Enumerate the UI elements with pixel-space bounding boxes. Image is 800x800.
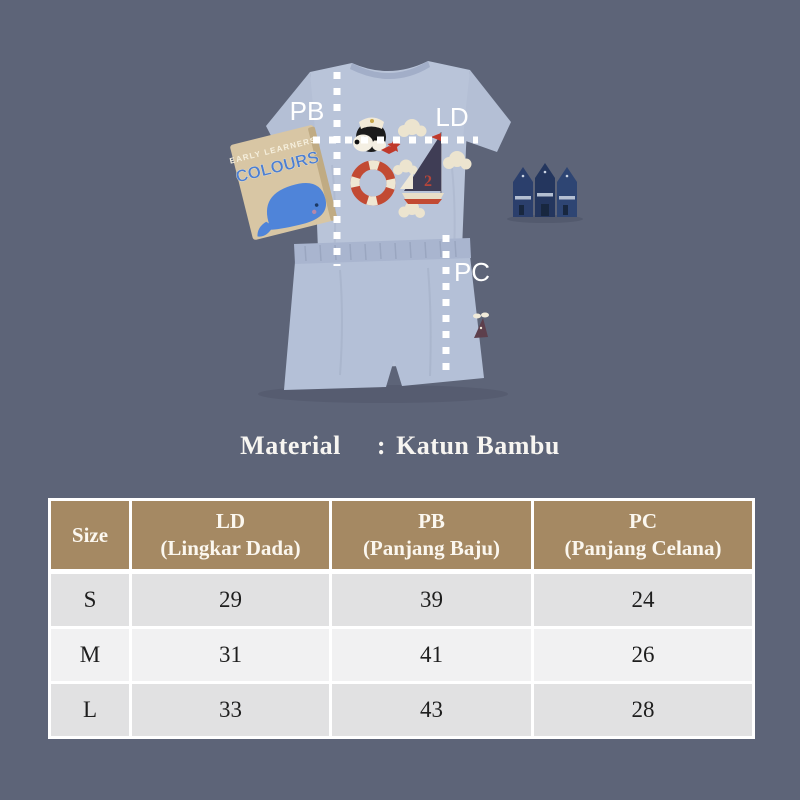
sailboat-icon: 2 bbox=[400, 132, 444, 204]
table-row-l: L 33 43 28 bbox=[48, 681, 755, 739]
col-header-ld: LD (Lingkar Dada) bbox=[129, 498, 332, 574]
shorts-image bbox=[284, 238, 489, 390]
tshirt-collar bbox=[350, 61, 430, 80]
col-header-pc-abbr: PC bbox=[629, 509, 657, 533]
material-value: Katun Bambu bbox=[396, 431, 560, 460]
col-header-pc-full: (Panjang Celana) bbox=[564, 536, 722, 560]
ld-label: LD bbox=[435, 102, 468, 132]
col-header-pb-full: (Panjang Baju) bbox=[362, 536, 501, 560]
col-header-pb-abbr: PB bbox=[418, 509, 445, 533]
cell-pb-m: 41 bbox=[329, 626, 534, 684]
material-colon: : bbox=[376, 431, 387, 460]
bow-starfish-icons bbox=[381, 139, 401, 154]
col-header-pb: PB (Panjang Baju) bbox=[329, 498, 534, 574]
miniature-houses-icon bbox=[513, 163, 577, 217]
col-header-ld-full: (Lingkar Dada) bbox=[160, 536, 301, 560]
col-header-size-abbr: Size bbox=[71, 522, 109, 547]
material-line: Material : Katun Bambu bbox=[0, 428, 800, 464]
life-ring-icon bbox=[350, 160, 396, 206]
cell-ld-m: 31 bbox=[129, 626, 332, 684]
cell-pc-s: 24 bbox=[531, 570, 755, 629]
sailor-dog-icon bbox=[353, 117, 386, 152]
cloud-icons bbox=[393, 119, 472, 218]
table-row-s: S 29 39 24 bbox=[48, 570, 755, 629]
col-header-pc: PC (Panjang Celana) bbox=[531, 498, 755, 574]
cell-pc-l: 28 bbox=[531, 681, 755, 739]
table-row-m: M 31 41 26 bbox=[48, 626, 755, 684]
cell-ld-l: 33 bbox=[129, 681, 332, 739]
pb-label: PB bbox=[290, 96, 325, 126]
cell-size-m: M bbox=[48, 626, 132, 684]
product-photo: 2 bbox=[228, 61, 583, 403]
whale-icon bbox=[257, 183, 327, 237]
col-header-ld-abbr: LD bbox=[215, 509, 246, 533]
measurement-guides bbox=[313, 72, 478, 370]
cell-size-l: L bbox=[48, 681, 132, 739]
material-label: Material bbox=[240, 431, 341, 460]
col-header-size: Size bbox=[48, 498, 132, 574]
shorts-embroidery-icon bbox=[473, 312, 489, 338]
cell-size-s: S bbox=[48, 570, 132, 629]
clothes-shadow bbox=[258, 385, 508, 403]
pc-label: PC bbox=[454, 257, 490, 287]
waistband-gathers bbox=[304, 240, 457, 262]
size-table: Size LD (Lingkar Dada) PB (Panjang Baju)… bbox=[48, 498, 755, 739]
size-table-header: Size LD (Lingkar Dada) PB (Panjang Baju)… bbox=[48, 498, 755, 574]
tshirt-print: 2 bbox=[350, 117, 472, 218]
cell-pb-s: 39 bbox=[329, 570, 534, 629]
cell-pb-l: 43 bbox=[329, 681, 534, 739]
cell-pc-m: 26 bbox=[531, 626, 755, 684]
colours-book: EARLY LEARNERS COLOURS bbox=[229, 125, 338, 240]
cell-ld-s: 29 bbox=[129, 570, 332, 629]
sail-number: 2 bbox=[424, 173, 432, 190]
